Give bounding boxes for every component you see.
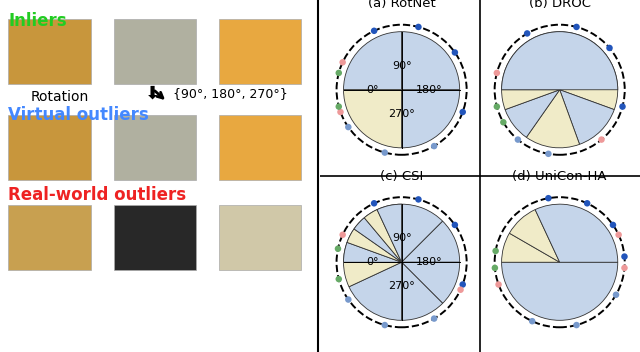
- Text: Inliers: Inliers: [8, 12, 67, 30]
- Wedge shape: [402, 221, 460, 262]
- Point: [611, 292, 621, 297]
- Wedge shape: [402, 90, 460, 148]
- Title: (c) CSI: (c) CSI: [380, 170, 423, 183]
- Wedge shape: [502, 262, 618, 320]
- FancyBboxPatch shape: [219, 115, 301, 180]
- Point: [604, 45, 614, 51]
- Wedge shape: [402, 204, 443, 262]
- Point: [608, 222, 618, 228]
- Text: 270°: 270°: [388, 109, 415, 119]
- Text: 0°: 0°: [367, 257, 379, 267]
- Wedge shape: [505, 90, 560, 137]
- FancyBboxPatch shape: [113, 19, 196, 84]
- Point: [429, 143, 439, 149]
- Point: [337, 59, 348, 65]
- Point: [429, 316, 439, 321]
- Wedge shape: [347, 229, 402, 262]
- Point: [490, 265, 500, 271]
- Point: [458, 109, 468, 115]
- Wedge shape: [560, 65, 618, 109]
- Point: [543, 151, 554, 157]
- Text: 0°: 0°: [367, 85, 379, 95]
- Point: [456, 287, 466, 293]
- Point: [380, 150, 390, 155]
- Point: [620, 254, 630, 259]
- Wedge shape: [364, 209, 402, 262]
- Wedge shape: [344, 90, 402, 148]
- Point: [337, 232, 348, 238]
- Point: [343, 124, 353, 130]
- Wedge shape: [502, 32, 618, 90]
- Title: (d) UniCon-HA: (d) UniCon-HA: [513, 170, 607, 183]
- Point: [513, 137, 523, 143]
- Wedge shape: [502, 32, 560, 90]
- Text: 270°: 270°: [388, 281, 415, 291]
- Point: [493, 282, 504, 287]
- Wedge shape: [560, 32, 612, 90]
- Point: [335, 109, 346, 115]
- Wedge shape: [402, 262, 460, 303]
- Point: [380, 322, 390, 328]
- FancyBboxPatch shape: [113, 115, 196, 180]
- Wedge shape: [509, 209, 560, 262]
- Point: [343, 297, 353, 302]
- Text: Real-world outliers: Real-world outliers: [8, 186, 186, 204]
- Wedge shape: [377, 204, 402, 262]
- Text: 90°: 90°: [392, 233, 412, 243]
- Text: 90°: 90°: [392, 61, 412, 71]
- Wedge shape: [526, 90, 580, 148]
- Wedge shape: [349, 262, 402, 320]
- Point: [582, 201, 592, 206]
- Wedge shape: [502, 233, 560, 262]
- Point: [333, 104, 344, 109]
- Point: [413, 197, 424, 202]
- Wedge shape: [344, 243, 402, 262]
- Text: 180°: 180°: [415, 257, 442, 267]
- Point: [333, 70, 344, 76]
- Text: 180°: 180°: [415, 85, 442, 95]
- Point: [369, 201, 380, 206]
- Wedge shape: [402, 32, 460, 90]
- Wedge shape: [402, 262, 443, 320]
- Text: {90°, 180°, 270°}: {90°, 180°, 270°}: [173, 88, 288, 101]
- FancyBboxPatch shape: [219, 19, 301, 84]
- Wedge shape: [535, 204, 618, 262]
- Text: Rotation: Rotation: [31, 90, 89, 104]
- Point: [450, 222, 460, 228]
- FancyBboxPatch shape: [8, 19, 91, 84]
- Point: [620, 265, 630, 271]
- Point: [618, 104, 628, 109]
- Point: [333, 246, 343, 252]
- Point: [450, 50, 460, 55]
- Point: [596, 137, 607, 143]
- Text: ⬇: ⬇: [145, 85, 161, 103]
- FancyBboxPatch shape: [113, 205, 196, 270]
- Point: [572, 322, 582, 328]
- Wedge shape: [354, 218, 402, 262]
- Point: [492, 70, 502, 76]
- Title: (b) DROC: (b) DROC: [529, 0, 591, 10]
- Title: (a) RotNet: (a) RotNet: [368, 0, 435, 10]
- Point: [369, 28, 380, 34]
- Point: [492, 104, 502, 109]
- Point: [490, 248, 500, 254]
- Wedge shape: [560, 90, 614, 144]
- Point: [413, 24, 424, 30]
- Point: [614, 232, 624, 238]
- Point: [527, 318, 538, 324]
- Point: [498, 119, 508, 125]
- Point: [458, 282, 468, 287]
- FancyBboxPatch shape: [219, 205, 301, 270]
- Wedge shape: [344, 204, 402, 262]
- Point: [522, 31, 532, 36]
- Point: [333, 276, 344, 282]
- Point: [543, 195, 554, 201]
- FancyBboxPatch shape: [8, 115, 91, 180]
- FancyBboxPatch shape: [8, 205, 91, 270]
- Point: [572, 24, 582, 30]
- Wedge shape: [344, 32, 402, 90]
- Wedge shape: [502, 90, 560, 109]
- Wedge shape: [344, 262, 402, 287]
- Text: Virtual outliers: Virtual outliers: [8, 106, 149, 124]
